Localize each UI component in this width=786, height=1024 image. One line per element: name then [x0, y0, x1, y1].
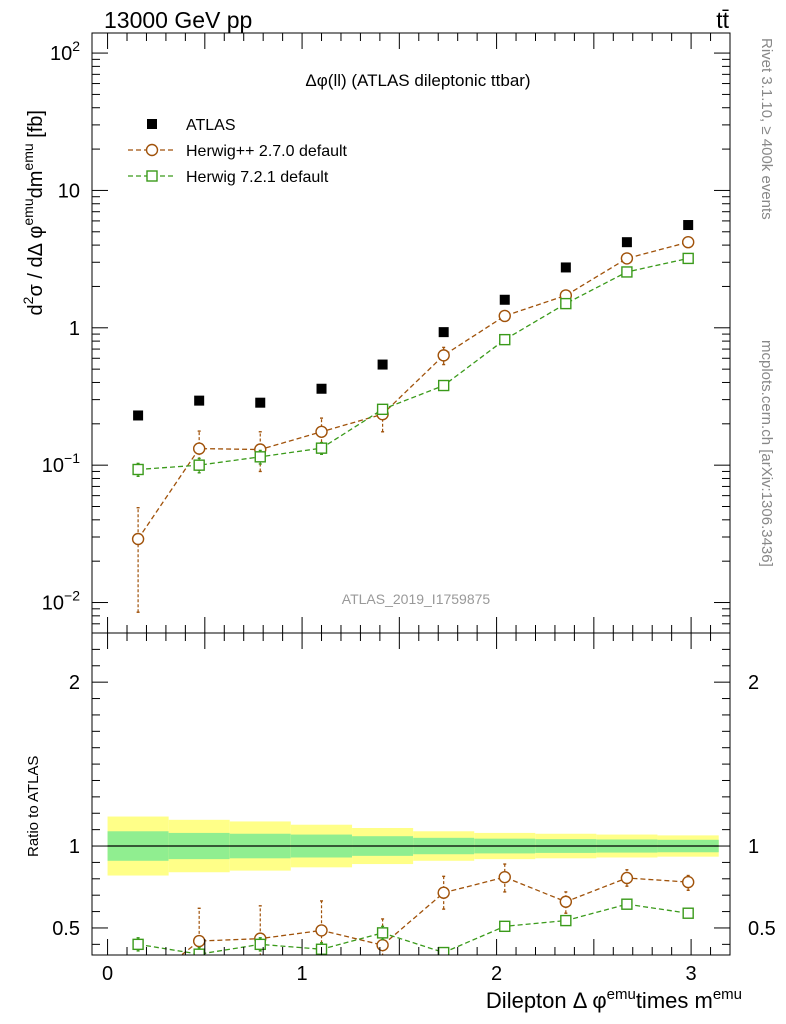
main-atlas-point	[621, 237, 632, 248]
main-atlas-point	[133, 410, 144, 421]
ratio-herwig7-point	[682, 907, 694, 919]
ratio-herwigpp-point	[681, 875, 695, 889]
main-herwigpp-point	[681, 235, 695, 249]
main-herwigpp-line	[137, 241, 689, 540]
rivet-label: Rivet 3.1.10, ≥ 400k events	[758, 38, 775, 220]
main-atlas-point	[255, 397, 266, 408]
x-tick-label: 1	[297, 963, 308, 985]
main-atlas-point	[683, 220, 694, 231]
ratio-y-tick-label-right: 0.5	[748, 918, 776, 940]
ratio-y-tick-label: 2	[69, 672, 80, 694]
main-atlas-point	[438, 327, 449, 338]
ratio-frame	[91, 632, 731, 956]
ratio-panel: 0.5 0.5 1 1 2 2 0 1 2 3 Ratio to ATLAS Dilepton Δ…	[25, 632, 776, 1013]
ratio-y-tick-label-right: 2	[748, 672, 759, 694]
ratio-herwigpp-point	[559, 895, 573, 908]
x-tick-label: 0	[102, 963, 113, 985]
x-tick-label: 3	[686, 963, 697, 985]
y-axis-label: d2σ / dΔ φemudmemu [fb]	[20, 110, 47, 315]
y-tick-label: 1	[69, 318, 80, 340]
main-atlas-point	[316, 383, 327, 394]
y-tick-label: 10−2	[42, 588, 80, 615]
mcplots-label: mcplots.cern.ch [arXiv:1306.3436]	[758, 340, 775, 567]
ratio-y-tick-label: 1	[69, 836, 80, 858]
legend: ATLAS Herwig++ 2.7.0 default Herwig 7.2.1 …	[128, 117, 348, 186]
y-tick-label: 10−1	[42, 450, 80, 477]
legend-label: ATLAS	[186, 117, 236, 134]
ratio-herwigpp-point	[376, 938, 389, 952]
main-herwig7-point	[499, 333, 511, 346]
main-herwigpp-point	[131, 532, 145, 546]
main-herwigpp-point	[315, 425, 328, 438]
main-herwig7-point	[682, 252, 694, 265]
legend-label: Herwig++ 2.7.0 default	[186, 143, 348, 160]
ratio-herwigpp-point	[315, 924, 328, 937]
ratio-herwigpp-line	[180, 876, 689, 955]
ratio-herwig7-point	[560, 914, 572, 927]
ratio-herwigpp-point	[133, 984, 144, 995]
main-herwig7-point	[621, 266, 633, 278]
main-herwig7-line	[138, 257, 689, 471]
legend-label: Herwig 7.2.1 default	[186, 169, 329, 186]
analysis-id: ATLAS_2019_I1759875	[342, 591, 491, 607]
main-herwig7-point	[560, 297, 572, 310]
ratio-herwigpp-point	[437, 886, 450, 899]
main-atlas-point	[194, 395, 205, 406]
x-tick-label: 2	[491, 963, 502, 985]
ratio-herwig7-point	[621, 898, 633, 910]
main-herwig7-point	[132, 463, 144, 476]
main-herwig7-point	[437, 379, 450, 392]
main-atlas-point	[377, 359, 388, 370]
y-tick-label: 10	[58, 180, 80, 202]
ratio-herwig7-point	[376, 927, 389, 939]
energy-label: 13000 GeV pp	[104, 7, 252, 33]
ratio-herwig7-point	[132, 938, 144, 951]
main-herwigpp-point	[620, 252, 634, 265]
main-herwigpp-point	[498, 309, 511, 323]
ratio-herwigpp-point	[498, 870, 511, 884]
ratio-herwig7-point	[193, 948, 205, 955]
ratio-y-tick-label: 0.5	[52, 918, 80, 940]
ratio-herwigpp-point	[620, 871, 634, 885]
ratio-herwig7-point	[499, 920, 511, 933]
ratio-herwig7-point	[254, 938, 266, 951]
main-atlas-point	[560, 262, 571, 273]
legend-marker	[145, 143, 159, 157]
ratio-herwig7-point	[437, 946, 450, 955]
ratio-y-axis-label: Ratio to ATLAS	[25, 756, 42, 857]
legend-marker	[147, 119, 157, 129]
x-axis-label: Dilepton Δ φemutimes memu	[486, 986, 742, 1013]
main-title: Δφ(ll) (ATLAS dileptonic ttbar)	[305, 71, 530, 90]
ratio-herwig7-line	[137, 903, 689, 955]
process-label: tt̄	[716, 7, 729, 33]
main-herwig7-point	[315, 442, 328, 454]
main-herwigpp-point	[437, 349, 450, 362]
y-tick-label: 102	[50, 38, 80, 65]
main-herwig7-point	[254, 451, 266, 463]
main-herwig7-point	[376, 403, 389, 416]
ratio-herwigpp-point	[192, 934, 206, 948]
main-herwig7-point	[193, 459, 205, 471]
legend-marker	[146, 170, 158, 182]
ratio-y-tick-label-right: 1	[748, 836, 759, 858]
main-herwigpp-point	[192, 442, 206, 455]
main-panel: 10−2 10−1 1 10 102 Δφ(ll) (ATLAS dileptonic …	[20, 32, 731, 634]
main-atlas-point	[499, 294, 510, 305]
